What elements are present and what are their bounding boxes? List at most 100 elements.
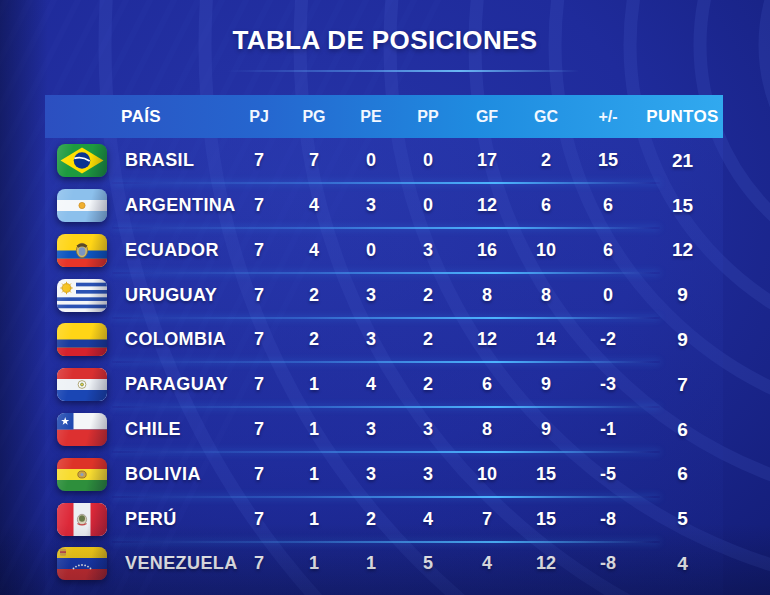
stat-pp: 0 <box>400 195 456 216</box>
stat-pj: 7 <box>232 464 286 485</box>
team-name: BOLIVIA <box>117 464 232 485</box>
stat-pg: 1 <box>286 464 342 485</box>
stat-gd: 6 <box>574 195 642 216</box>
stat-pe: 2 <box>342 509 400 530</box>
flag-cell <box>45 413 117 446</box>
table-row: VENEZUELA7115412-84 <box>0 542 770 587</box>
stat-gc: 10 <box>518 240 574 261</box>
team-name: ECUADOR <box>117 240 232 261</box>
table-row: PERÚ7124715-85 <box>0 497 770 542</box>
points-value: 9 <box>642 329 723 351</box>
points-value: 9 <box>642 284 723 306</box>
stat-pj: 7 <box>232 374 286 395</box>
flag-cell <box>45 323 117 356</box>
column-header-pp: PP <box>400 108 456 126</box>
stat-pj: 7 <box>232 329 286 350</box>
flag-cell <box>45 144 117 177</box>
stat-pe: 3 <box>342 329 400 350</box>
stat-pp: 3 <box>400 419 456 440</box>
column-header-gf: GF <box>456 108 518 126</box>
column-header-gd: +/- <box>574 108 642 126</box>
stat-pe: 0 <box>342 150 400 171</box>
stat-gd: -1 <box>574 419 642 440</box>
flag-cell <box>45 503 117 536</box>
stat-pg: 7 <box>286 150 342 171</box>
column-header-pj: PJ <box>232 108 286 126</box>
points-value: 21 <box>642 150 723 172</box>
stat-gc: 14 <box>518 329 574 350</box>
points-value: 7 <box>642 374 723 396</box>
points-value: 15 <box>642 195 723 217</box>
points-value: 5 <box>642 508 723 530</box>
flag-cell <box>45 279 117 312</box>
colombia-flag-icon <box>57 323 107 356</box>
stat-gd: 6 <box>574 240 642 261</box>
team-name: PARAGUAY <box>117 374 232 395</box>
stat-pe: 1 <box>342 553 400 574</box>
column-header-pe: PE <box>342 108 400 126</box>
points-value: 6 <box>642 463 723 485</box>
stat-pe: 3 <box>342 464 400 485</box>
stat-gf: 6 <box>456 374 518 395</box>
stat-pg: 1 <box>286 553 342 574</box>
stat-gc: 9 <box>518 419 574 440</box>
flag-cell <box>45 368 117 401</box>
page-title: TABLA DE POSICIONES <box>0 25 770 56</box>
chile-flag-icon <box>57 413 107 446</box>
stat-pg: 1 <box>286 509 342 530</box>
stat-gd: -3 <box>574 374 642 395</box>
stat-gc: 8 <box>518 285 574 306</box>
stat-gf: 10 <box>456 464 518 485</box>
stat-pp: 5 <box>400 553 456 574</box>
team-name: COLOMBIA <box>117 329 232 350</box>
table-body: BRASIL77001721521ARGENTINA7430126615ECUA… <box>0 138 770 586</box>
stat-pj: 7 <box>232 195 286 216</box>
team-name: CHILE <box>117 419 232 440</box>
team-name: BRASIL <box>117 150 232 171</box>
table-row: PARAGUAY714269-37 <box>0 362 770 407</box>
table-row: BRASIL77001721521 <box>0 138 770 183</box>
column-header-pais: PAÍS <box>117 107 232 127</box>
stat-gd: -8 <box>574 553 642 574</box>
table-header: PAÍS PJPGPEPPGFGC+/- PUNTOS <box>45 95 723 138</box>
stat-pg: 4 <box>286 240 342 261</box>
stat-gc: 15 <box>518 509 574 530</box>
stat-gf: 12 <box>456 195 518 216</box>
stat-pj: 7 <box>232 285 286 306</box>
stat-gc: 12 <box>518 553 574 574</box>
paraguay-flag-icon <box>57 368 107 401</box>
stat-pg: 1 <box>286 419 342 440</box>
stat-pg: 2 <box>286 285 342 306</box>
table-row: URUGUAY72328809 <box>0 273 770 318</box>
peru-flag-icon <box>57 503 107 536</box>
stat-pe: 3 <box>342 419 400 440</box>
stat-gc: 2 <box>518 150 574 171</box>
stat-gf: 4 <box>456 553 518 574</box>
points-value: 12 <box>642 239 723 261</box>
bolivia-flag-icon <box>57 458 107 491</box>
team-name: PERÚ <box>117 509 232 530</box>
stat-gf: 8 <box>456 419 518 440</box>
flag-cell <box>45 189 117 222</box>
stat-pg: 2 <box>286 329 342 350</box>
table-row: ARGENTINA7430126615 <box>0 183 770 228</box>
stat-pj: 7 <box>232 509 286 530</box>
table-row: COLOMBIA72321214-29 <box>0 318 770 363</box>
stat-gd: -5 <box>574 464 642 485</box>
team-name: ARGENTINA <box>117 195 232 216</box>
stat-gf: 7 <box>456 509 518 530</box>
stat-gc: 6 <box>518 195 574 216</box>
ecuador-flag-icon <box>57 234 107 267</box>
stat-pp: 4 <box>400 509 456 530</box>
team-name: URUGUAY <box>117 285 232 306</box>
stat-pp: 2 <box>400 374 456 395</box>
title-underline <box>227 70 579 72</box>
standings-page: TABLA DE POSICIONES PAÍS PJPGPEPPGFGC+/-… <box>0 0 770 595</box>
stat-pg: 4 <box>286 195 342 216</box>
stat-gf: 8 <box>456 285 518 306</box>
column-header-pg: PG <box>286 108 342 126</box>
stat-pp: 2 <box>400 285 456 306</box>
stat-gc: 9 <box>518 374 574 395</box>
table-row: BOLIVIA71331015-56 <box>0 452 770 497</box>
stat-pg: 1 <box>286 374 342 395</box>
